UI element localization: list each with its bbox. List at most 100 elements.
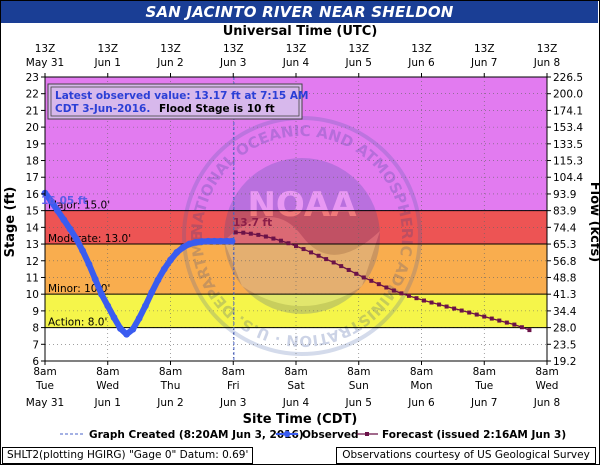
observed-point (211, 237, 218, 245)
stage-tick-label: 19 (26, 139, 39, 151)
forecast-point (354, 271, 359, 276)
observed-point (167, 256, 174, 264)
site-tick-time: 8am (284, 366, 307, 378)
observed-peak-label: 16.05 ft (41, 195, 87, 207)
threshold-label-major: Major: 15.0' (48, 200, 110, 212)
forecast-point (369, 278, 374, 283)
plot-border (44, 76, 548, 362)
forecast-point (519, 325, 524, 330)
site-tick-time: 8am (473, 366, 496, 378)
watermark-gull-shape (224, 217, 380, 306)
forecast-point (241, 230, 246, 235)
flow-tick-label: 200.0 (553, 89, 583, 101)
flow-tick-label: 93.9 (553, 189, 576, 201)
flow-tick-label: 41.3 (553, 289, 576, 301)
utc-tick-date: Jun 8 (533, 57, 560, 69)
forecast-point (399, 291, 404, 296)
chart-title: SAN JACINTO RIVER NEAR SHELDON (145, 3, 454, 21)
stage-tick-label: 22 (26, 89, 39, 101)
observed-point (123, 330, 130, 338)
flow-tick-label: 115.3 (553, 156, 583, 168)
stage-tick-label: 6 (32, 356, 39, 368)
observed-point (135, 315, 143, 322)
forecast-point (527, 328, 532, 333)
utc-tick-date: Jun 2 (156, 57, 183, 69)
observed-point (85, 260, 93, 268)
stage-tick-label: 17 (26, 172, 39, 184)
latest-value-box: Latest observed value: 13.17 ft at 7:15 … (47, 83, 308, 120)
forecast-line (235, 231, 530, 331)
forecast-point (437, 302, 442, 307)
top-axis-title: Universal Time (UTC) (223, 24, 378, 39)
observed-point (160, 265, 168, 273)
site-tick-day: Sat (287, 380, 304, 392)
observed-point (204, 237, 212, 245)
stage-tick-label: 15 (26, 206, 39, 218)
svg-text:CDT 3-Jun-2016. Flood St: CDT 3-Jun-2016. Flood Stage is 10 ft (55, 103, 275, 115)
forecast-point (452, 306, 457, 311)
utc-tick-date: May 31 (26, 57, 64, 69)
stage-tick-label: 8 (32, 323, 39, 335)
forecast-point (361, 275, 366, 280)
forecast-point (233, 230, 238, 235)
utc-tick-date: Jun 4 (282, 57, 310, 69)
observed-point (54, 207, 61, 215)
flood-stage-note: Flood Stage is 10 ft (159, 103, 275, 115)
threshold-label-moderate: Moderate: 13.0' (48, 233, 131, 245)
site-tick-date: Jun 2 (156, 397, 183, 409)
stage-tick-label: 18 (26, 156, 39, 168)
flow-tick-label: 153.4 (553, 122, 583, 134)
forecast-point (474, 312, 479, 317)
site-tick-date: Jun 3 (219, 397, 246, 409)
bottom-axis-title: Site Time (CDT) (243, 412, 358, 427)
site-tick-date: Jun 8 (533, 397, 560, 409)
title-bar: SAN JACINTO RIVER NEAR SHELDON (1, 1, 598, 23)
observed-point (110, 314, 118, 321)
stage-tick-label: 16 (26, 189, 40, 201)
site-tick-day: Wed (536, 380, 559, 392)
flow-tick-label: 48.8 (553, 272, 576, 284)
site-tick-time: 8am (410, 366, 433, 378)
flow-tick-label: 83.9 (553, 206, 576, 218)
utc-tick-label: 13Z (223, 43, 244, 55)
forecast-point (301, 247, 306, 252)
flow-tick-label: 104.4 (553, 172, 583, 184)
site-tick-date: Jun 7 (470, 397, 497, 409)
observed-point (185, 240, 193, 248)
forecast-point (489, 316, 494, 321)
observed-point (72, 235, 80, 243)
band-moderate (45, 210, 547, 245)
legend-forecast: Forecast (issued 2:16AM Jun 3) (382, 429, 566, 441)
utc-tick-date: Jun 1 (94, 57, 121, 69)
forecast-point (384, 285, 389, 290)
observed-point (228, 237, 236, 245)
utc-tick-date: Jun 6 (407, 57, 435, 69)
site-tick-date: Jun 6 (407, 397, 435, 409)
observed-point (173, 249, 181, 256)
observed-point (148, 289, 156, 296)
stage-tick-label: 7 (32, 339, 39, 351)
forecast-point (482, 314, 487, 319)
stage-tick-label: 9 (32, 306, 39, 318)
flow-tick-label: 23.5 (553, 339, 576, 351)
flow-tick-label: 74.4 (553, 222, 577, 234)
flow-tick-label: 133.5 (553, 139, 583, 151)
observed-point (198, 238, 206, 245)
forecast-point (467, 310, 472, 315)
site-tick-day: Sun (349, 380, 369, 392)
watermark-inner-disc (224, 158, 380, 314)
observed-point (217, 237, 225, 245)
utc-tick-label: 13Z (286, 43, 307, 55)
observed-point (79, 247, 87, 255)
observed-point (179, 244, 187, 251)
utc-tick-label: 13Z (160, 43, 181, 55)
stage-tick-label: 20 (26, 122, 39, 134)
forecast-point (316, 253, 321, 258)
observed-point (116, 325, 124, 332)
observed-point (192, 238, 200, 246)
site-tick-day: Thu (160, 380, 181, 392)
site-tick-time: 8am (159, 366, 182, 378)
site-tick-day: Fri (227, 380, 240, 392)
forecast-point (376, 282, 381, 287)
